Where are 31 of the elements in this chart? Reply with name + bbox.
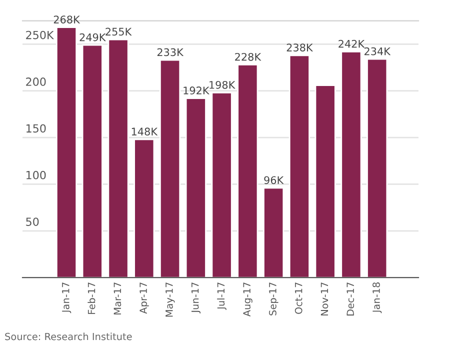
x-tick-label: Oct-17 [294, 282, 302, 314]
y-tick-label: 200 [26, 78, 46, 86]
x-tick-label: Jul-17 [217, 282, 226, 310]
data-label: 268K [54, 16, 80, 24]
x-tick-label: Feb-17 [88, 282, 96, 314]
x-tick-label: Sep-17 [269, 282, 278, 316]
data-label: 148K [132, 128, 158, 136]
y-tick-label: 150 [26, 124, 46, 133]
y-tick-label: 100 [26, 170, 46, 180]
y-tick-label: 50 [26, 218, 39, 226]
x-tick-label: Jan-18 [372, 282, 382, 314]
x-tick-label: Jun-17 [192, 282, 201, 314]
x-tick-label: Mar-17 [114, 282, 122, 314]
data-label: 198K [210, 80, 236, 89]
data-label: 255K [106, 28, 132, 36]
x-tick-label: Aug-17 [243, 282, 252, 317]
data-label: 242K [338, 40, 365, 48]
data-label: 228K [235, 52, 262, 61]
x-tick-label: Nov-17 [320, 282, 328, 316]
x-tick-label: Jan-17 [62, 282, 72, 314]
y-tick-label: 250K [26, 30, 54, 40]
data-label: 238K [286, 44, 314, 52]
data-label: 234K [364, 47, 391, 56]
data-label: 96K [264, 176, 284, 184]
x-tick-label: May-17 [166, 282, 175, 317]
x-tick-label: Apr-17 [140, 282, 149, 314]
source-note: Source: Research Institute [5, 332, 132, 340]
data-label: 192K [184, 86, 210, 94]
data-label: 233K [157, 48, 184, 56]
data-label: 249K [80, 33, 106, 42]
x-tick-label: Dec-17 [346, 282, 354, 316]
